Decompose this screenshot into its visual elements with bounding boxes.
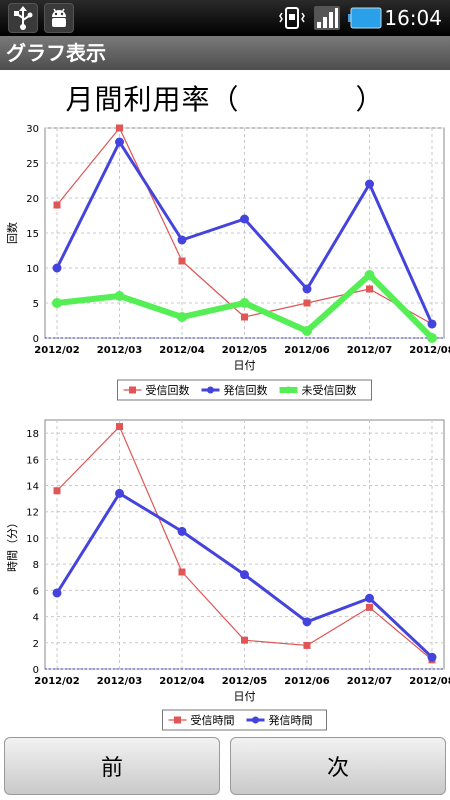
y-axis-label: 時間（分）	[6, 517, 19, 572]
legend-marker	[174, 716, 181, 724]
data-point	[427, 319, 437, 329]
y-tick-label: 12	[26, 508, 39, 519]
android-debug-icon	[44, 3, 74, 33]
data-point	[177, 312, 187, 322]
signal-icon	[312, 4, 342, 36]
app-title-bar: グラフ表示	[0, 36, 450, 70]
app-title: グラフ表示	[6, 41, 106, 65]
data-point	[177, 526, 187, 536]
data-point	[177, 235, 187, 245]
legend-label: 受信回数	[146, 384, 190, 397]
data-point	[114, 291, 125, 301]
x-tick-label: 2012/05	[222, 345, 267, 356]
clock-time: 16:04	[384, 6, 442, 30]
legend-marker	[285, 386, 292, 394]
vibrate-icon	[278, 4, 306, 36]
next-button-label: 次	[326, 756, 349, 781]
x-tick-label: 2012/03	[97, 676, 142, 687]
x-tick-label: 2012/03	[97, 345, 142, 356]
x-tick-label: 2012/05	[222, 676, 267, 687]
next-button[interactable]: 次	[230, 737, 446, 795]
chart-call-counts: 0 5 10 15 20 25 30 2012/02 2012/03 2012/04 2012/05…	[6, 124, 450, 401]
x-tick-label: 2012/07	[347, 345, 392, 356]
data-point	[366, 285, 373, 293]
y-tick-label: 15	[26, 229, 39, 240]
data-point	[365, 593, 374, 603]
data-point	[427, 333, 437, 343]
data-point	[302, 326, 312, 336]
y-tick-label: 6	[33, 586, 39, 597]
y-tick-label: 10	[26, 264, 39, 275]
x-tick-label: 2012/04	[159, 345, 204, 356]
legend-marker	[207, 386, 214, 394]
data-point	[116, 423, 123, 431]
data-point	[365, 179, 374, 189]
status-bar: 16:04	[0, 0, 450, 36]
y-tick-label: 16	[26, 455, 39, 466]
prev-button-label: 前	[100, 756, 123, 781]
plot-area	[44, 419, 445, 670]
y-tick-label: 20	[26, 194, 39, 205]
x-axis-label: 日付	[234, 359, 256, 372]
data-point	[52, 263, 62, 273]
page-heading: 月間利用率（ ）	[65, 83, 385, 116]
data-point	[241, 636, 248, 644]
x-tick-label: 2012/02	[34, 345, 79, 356]
legend-label: 未受信回数	[302, 384, 357, 397]
data-point	[303, 299, 311, 307]
y-tick-label: 0	[33, 665, 39, 676]
data-point	[302, 284, 312, 294]
legend-marker	[129, 386, 136, 394]
x-tick-label: 2012/02	[34, 676, 79, 687]
y-tick-label: 5	[33, 299, 39, 310]
x-tick-label: 2012/04	[159, 676, 204, 687]
data-point	[53, 487, 61, 495]
battery-icon	[348, 7, 382, 33]
data-point	[302, 617, 312, 627]
legend-label: 発信回数	[224, 383, 268, 397]
x-axis-label: 日付	[234, 690, 256, 703]
y-tick-label: 10	[26, 534, 39, 545]
data-point	[303, 641, 311, 649]
data-point	[240, 214, 249, 224]
y-axis-label: 回数	[6, 222, 19, 244]
y-tick-label: 2	[33, 639, 39, 650]
data-point	[427, 652, 437, 662]
x-tick-label: 2012/08	[409, 676, 450, 687]
data-point	[115, 137, 124, 147]
x-tick-label: 2012/08	[409, 345, 450, 356]
data-point	[52, 298, 62, 308]
data-point	[178, 568, 186, 576]
data-point	[178, 257, 186, 265]
x-tick-label: 2012/06	[284, 345, 329, 356]
data-point	[115, 488, 124, 498]
data-point	[364, 270, 375, 280]
data-point	[241, 313, 248, 321]
legend-box	[162, 709, 327, 731]
prev-button[interactable]: 前	[4, 737, 220, 795]
y-tick-label: 25	[26, 159, 39, 170]
usb-icon	[8, 3, 38, 33]
x-tick-label: 2012/06	[284, 676, 329, 687]
y-tick-label: 4	[33, 613, 39, 624]
legend-marker	[252, 716, 259, 724]
data-point	[116, 124, 123, 132]
chart-call-durations: 0 2 4 6 8 10 12 14 16 18 2012/02 2012/03 2012/04 2012…	[6, 419, 450, 731]
y-tick-label: 30	[26, 124, 39, 135]
legend-label: 発信時間	[269, 713, 313, 727]
y-tick-label: 14	[26, 482, 39, 493]
data-point	[239, 298, 250, 308]
legend-label: 受信時間	[191, 714, 235, 727]
data-point	[53, 201, 61, 209]
legend-box	[117, 379, 372, 401]
x-tick-label: 2012/07	[347, 676, 392, 687]
data-point	[240, 570, 249, 580]
data-point	[52, 588, 62, 598]
data-point	[366, 603, 373, 611]
y-tick-label: 0	[33, 334, 39, 345]
y-tick-label: 8	[33, 560, 39, 571]
y-tick-label: 18	[26, 429, 39, 440]
